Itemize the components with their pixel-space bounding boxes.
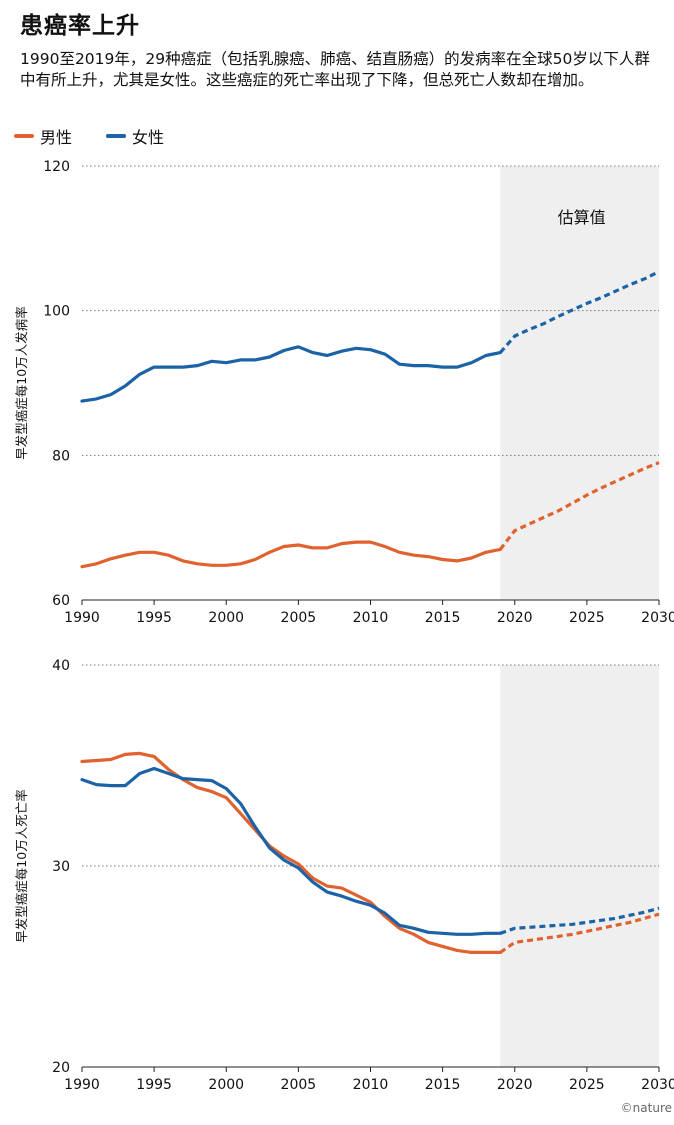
legend-item-male: 男性 — [14, 124, 72, 148]
incidence-chart: 估算值 60 80 100 120 1990 1995 2000 2005 2010 2015 202… — [14, 159, 674, 626]
incidence-x-tick-label: 2010 — [353, 610, 389, 626]
incidence-y-tick-label: 80 — [52, 448, 70, 464]
incidence-x-tick-label: 2020 — [497, 610, 533, 626]
mortality-x-tick-label: 1990 — [64, 1077, 100, 1093]
incidence-y-tick-label: 60 — [52, 593, 70, 609]
chart-title: 患癌率上升 — [20, 13, 140, 39]
nature-credit: ©nature — [620, 1101, 672, 1115]
mortality-y-tick-label: 40 — [52, 658, 70, 674]
incidence-series-male-estimated — [499, 461, 660, 551]
mortality-series-female-observed — [80, 766, 502, 936]
legend-label-male: 男性 — [40, 128, 73, 147]
incidence-estimate-label: 估算值 — [558, 208, 606, 227]
incidence-series-female-estimated — [499, 270, 660, 354]
incidence-estimate-region — [500, 166, 659, 600]
incidence-series-male-observed — [80, 540, 502, 569]
legend-item-female: 女性 — [106, 124, 164, 148]
mortality-y-tick-label: 30 — [52, 859, 70, 875]
mortality-x-tick-label: 2030 — [641, 1077, 674, 1093]
mortality-x-tick-label: 1995 — [136, 1077, 172, 1093]
mortality-y-axis-label: 早发型癌症每10万人死亡率 — [14, 789, 29, 942]
mortality-series-female-estimated — [499, 906, 660, 935]
incidence-x-tick-label: 2005 — [281, 610, 317, 626]
mortality-series-male-observed — [80, 751, 502, 955]
mortality-x-tick-label: 2025 — [569, 1077, 605, 1093]
incidence-x-tick-label: 1995 — [136, 610, 172, 626]
incidence-x-tick-label: 2015 — [425, 610, 461, 626]
legend-swatch-female — [106, 134, 127, 138]
incidence-y-axis-label: 早发型癌症每10万人发病率 — [14, 306, 29, 459]
incidence-x-tick-label: 1990 — [64, 610, 100, 626]
mortality-x-tick-label: 2015 — [425, 1077, 461, 1093]
chart-subtitle: 1990至2019年，29种癌症（包括乳腺癌、肺癌、结直肠癌）的发病率在全球50… — [20, 50, 650, 89]
incidence-x-tick-label: 2030 — [641, 610, 674, 626]
mortality-series-male-estimated — [499, 912, 660, 954]
incidence-x-tick-label: 2025 — [569, 610, 605, 626]
mortality-x-tick-label: 2005 — [281, 1077, 317, 1093]
incidence-series-female-observed — [80, 345, 502, 403]
mortality-x-tick-label: 2010 — [353, 1077, 389, 1093]
legend-label-female: 女性 — [132, 128, 165, 147]
mortality-x-tick-label: 2020 — [497, 1077, 533, 1093]
incidence-y-tick-label: 100 — [43, 304, 70, 320]
legend-swatch-male — [14, 134, 34, 138]
incidence-y-tick-label: 120 — [43, 159, 70, 175]
mortality-y-tick-label: 20 — [52, 1060, 70, 1076]
incidence-x-tick-label: 2000 — [208, 610, 244, 626]
mortality-x-tick-label: 2000 — [208, 1077, 244, 1093]
legend: 男性 女性 — [14, 124, 198, 148]
